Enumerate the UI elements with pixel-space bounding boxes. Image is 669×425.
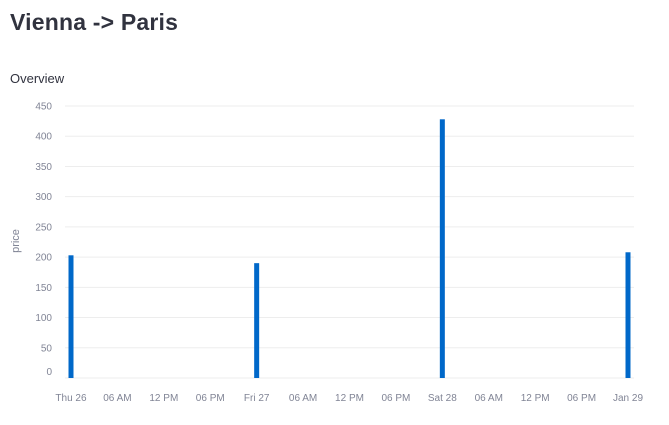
y-tick-label: 250 (35, 222, 52, 233)
y-tick-label: 400 (35, 132, 52, 143)
y-tick-label: 450 (35, 102, 52, 113)
price-bar[interactable] (625, 252, 631, 378)
x-tick-label: Fri 27 (244, 393, 270, 404)
x-tick-label: Thu 26 (55, 393, 87, 404)
y-tick-label: 0 (46, 367, 52, 378)
price-bar[interactable] (439, 119, 445, 378)
x-tick-label: 06 PM (381, 393, 410, 404)
x-tick-label: 06 AM (475, 393, 503, 404)
x-tick-label: 12 PM (521, 393, 550, 404)
x-tick-label: Jan 29 (613, 393, 643, 404)
price-bar[interactable] (68, 255, 74, 378)
bars (68, 119, 631, 378)
section-label: Overview (10, 71, 65, 86)
y-axis-ticks: 0 50 100 150 200 250 300 350 400 450 (35, 102, 52, 379)
y-tick-label: 300 (35, 192, 52, 203)
x-tick-label: 06 PM (567, 393, 596, 404)
x-tick-label: 12 PM (149, 393, 178, 404)
y-axis-title: price (10, 229, 22, 253)
y-tick-label: 350 (35, 162, 52, 173)
y-tick-label: 150 (35, 283, 52, 294)
x-tick-label: 06 PM (196, 393, 225, 404)
grid-lines (65, 105, 634, 379)
price-bar[interactable] (254, 263, 260, 378)
x-tick-label: 12 PM (335, 393, 364, 404)
page-title: Vienna -> Paris (10, 9, 179, 35)
x-axis-ticks: Thu 26 06 AM 12 PM 06 PM Fri 27 06 AM 12 PM 06 … (55, 393, 643, 404)
x-tick-label: 06 AM (103, 393, 131, 404)
y-tick-label: 200 (35, 253, 52, 264)
y-tick-label: 100 (35, 313, 52, 324)
x-tick-label: Sat 28 (428, 393, 457, 404)
y-tick-label: 50 (41, 343, 53, 354)
x-tick-label: 06 AM (289, 393, 317, 404)
